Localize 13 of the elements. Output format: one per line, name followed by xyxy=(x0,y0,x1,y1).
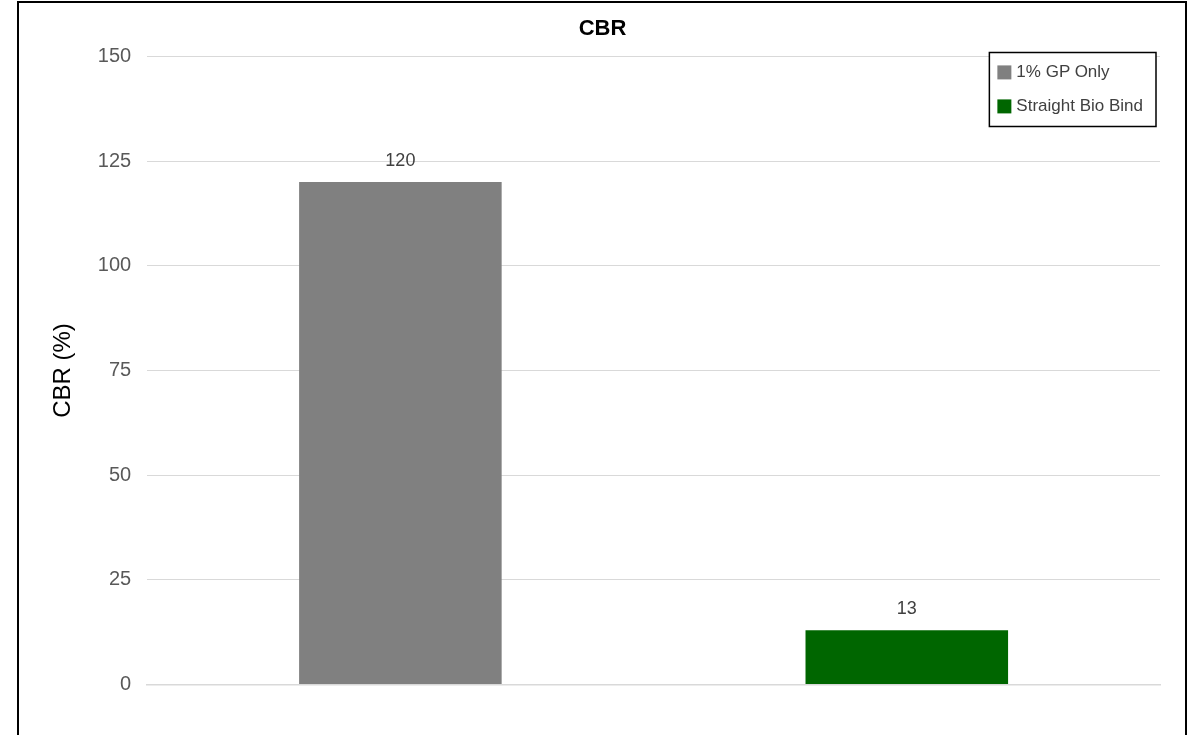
data-label: 120 xyxy=(385,150,416,171)
y-tick-label: 75 xyxy=(108,358,132,381)
y-tick-label: 100 xyxy=(97,253,132,276)
y-tick-label: 0 xyxy=(120,672,132,695)
legend-label: Straight Bio Bind xyxy=(1016,96,1144,116)
y-tick-label: 150 xyxy=(97,43,132,66)
y-axis-title: CBR (%) xyxy=(48,323,76,418)
y-tick-label: 125 xyxy=(97,148,132,171)
y-tick-label: 25 xyxy=(108,567,132,590)
y-tick-label: 50 xyxy=(108,462,132,485)
data-label: 13 xyxy=(896,598,917,619)
legend-label: 1% GP Only xyxy=(1016,62,1111,82)
chart-title: CBR xyxy=(578,15,627,41)
